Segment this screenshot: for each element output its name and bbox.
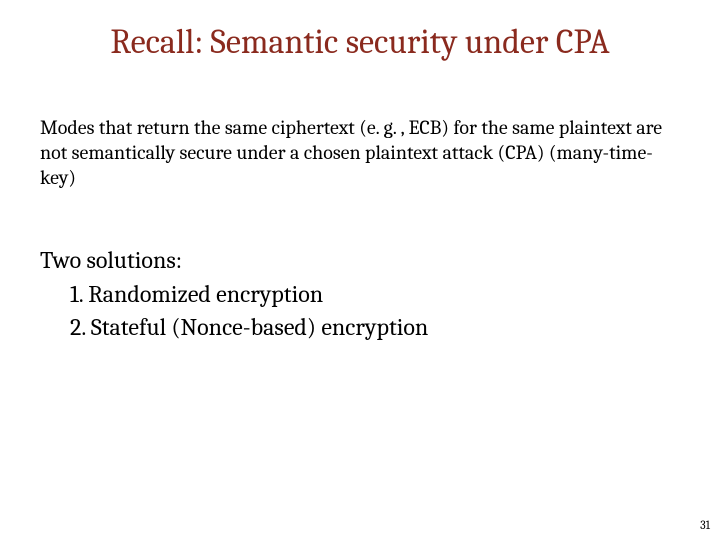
solution-item-2: 2. Stateful (Nonce-based) encryption [40,311,680,343]
solutions-block: Two solutions: 1. Randomized encryption … [40,244,680,343]
page-number: 31 [700,518,710,532]
slide: Recall: Semantic security under CPA Mode… [0,0,720,540]
solutions-heading: Two solutions: [40,244,680,276]
intro-paragraph: Modes that return the same ciphertext (e… [40,115,680,190]
solution-item-1: 1. Randomized encryption [40,278,680,310]
slide-title: Recall: Semantic security under CPA [0,22,720,62]
